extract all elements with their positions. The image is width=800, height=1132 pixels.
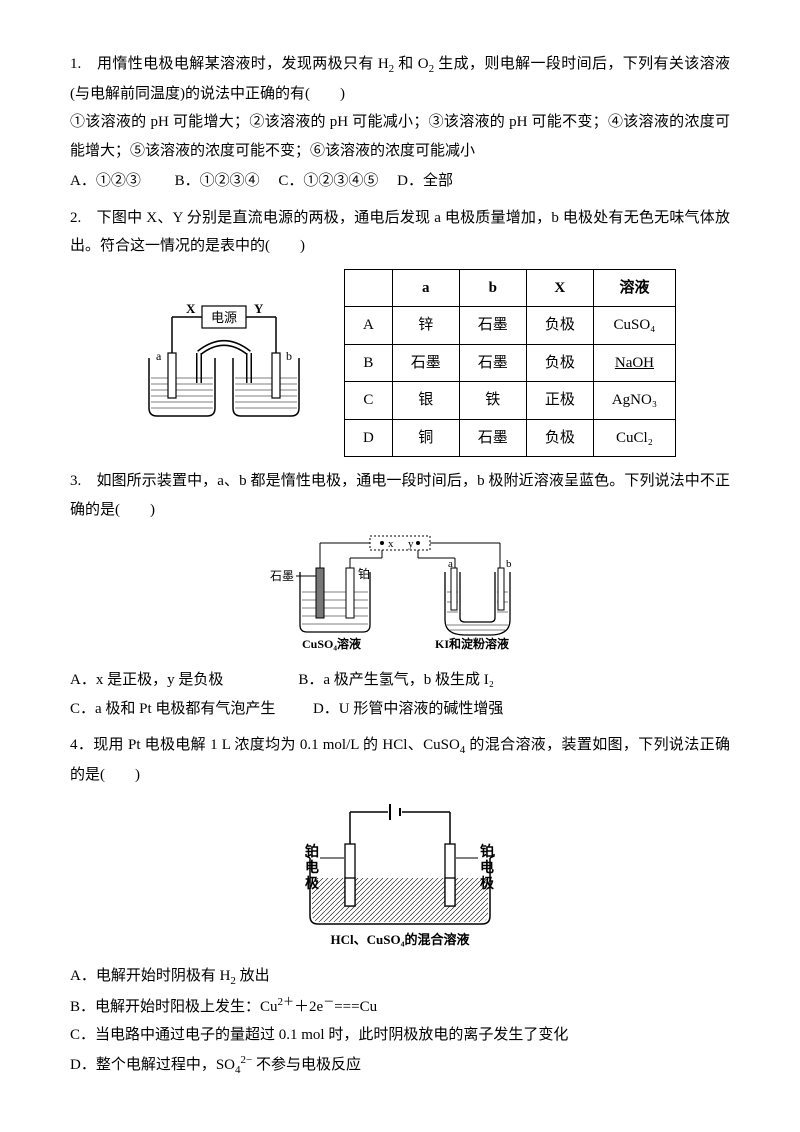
question-3: 3. 如图所示装置中，a、b 都是惰性电极，通电一段时间后，b 极附近溶液呈蓝色… — [70, 467, 730, 723]
question-1: 1. 用惰性电极电解某溶液时，发现两极只有 H2 和 O2 生成，则电解一段时间… — [70, 50, 730, 196]
q4-optC[interactable]: C．当电路中通过电子的量超过 0.1 mol 时，此时阴极放电的离子发生了变化 — [70, 1021, 730, 1050]
th-a: a — [392, 269, 459, 307]
table-row[interactable]: C银铁正极AgNO₃ — [344, 382, 675, 420]
q3-stem: 3. 如图所示装置中，a、b 都是惰性电极，通电一段时间后，b 极附近溶液呈蓝色… — [70, 467, 730, 524]
table-row[interactable]: D铜石墨负极CuCl₂ — [344, 419, 675, 457]
q1-optC[interactable]: C．①②③④⑤ — [278, 173, 378, 189]
q3-optA[interactable]: A．x 是正极，y 是负极 — [70, 672, 223, 688]
beaker-left: a — [149, 349, 215, 416]
q2-table: a b X 溶液 A锌石墨负极CuSO₄ B石墨石墨负极NaOH C银铁正极Ag… — [344, 269, 676, 458]
right-sol-lbl: KI和淀粉溶液 — [435, 636, 509, 651]
left-sol-lbl: CuSO₄溶液 — [302, 636, 361, 651]
x-lbl: x — [388, 538, 394, 550]
beaker-right: b — [233, 349, 299, 416]
question-2: 2. 下图中 X、Y 分别是直流电源的两极，通电后发现 a 电极质量增加，b 电… — [70, 204, 730, 458]
b-label: b — [286, 349, 292, 363]
q1-statements: ①该溶液的 pH 可能增大；②该溶液的 pH 可能减小；③该溶液的 pH 可能不… — [70, 108, 730, 165]
power-label: 电源 — [211, 310, 237, 325]
q3-options: A．x 是正极，y 是负极 B．a 极产生氢气，b 极生成 I₂ C．a 极和 … — [70, 666, 730, 723]
table-header: a b X 溶液 — [344, 269, 675, 307]
q3-diagram-wrap: x y a b 石墨 铂 CuSO₄溶液 — [70, 530, 730, 660]
pt-lbl: 铂 — [358, 566, 370, 581]
q3-optC[interactable]: C．a 极和 Pt 电极都有气泡产生 — [70, 701, 275, 717]
x-label: X — [186, 301, 196, 316]
q4-diagram: 铂 电 极 铂 电 极 HCl、CuSO₄的混合溶液 — [250, 796, 550, 956]
table-row[interactable]: B石墨石墨负极NaOH — [344, 344, 675, 382]
a-label: a — [156, 349, 162, 363]
shimo-lbl: 石墨 — [270, 569, 294, 583]
q4-stem-a: 4．现用 Pt 电极电解 1 L 浓度均为 0.1 mol/L 的 HCl、Cu… — [70, 737, 460, 753]
q4-optA[interactable]: A．电解开始时阴极有 H2 放出 — [70, 962, 730, 992]
th-blank — [344, 269, 392, 307]
q3-diagram: x y a b 石墨 铂 CuSO₄溶液 — [250, 530, 550, 660]
q4-diagram-wrap: 铂 电 极 铂 电 极 HCl、CuSO₄的混合溶液 — [70, 796, 730, 956]
q4-stem: 4．现用 Pt 电极电解 1 L 浓度均为 0.1 mol/L 的 HCl、Cu… — [70, 731, 730, 789]
q4-optB[interactable]: B．电解开始时阳极上发生：Cu2＋＋2e－===Cu — [70, 992, 730, 1022]
th-sol: 溶液 — [593, 269, 675, 307]
th-x: X — [526, 269, 593, 307]
svg-text:电: 电 — [480, 859, 494, 876]
th-b: b — [459, 269, 526, 307]
q3-optD[interactable]: D．U 形管中溶液的碱性增强 — [313, 701, 503, 717]
q1-stem: 1. 用惰性电极电解某溶液时，发现两极只有 H2 和 O2 生成，则电解一段时间… — [70, 50, 730, 108]
q1-optA[interactable]: A．①②③ — [70, 173, 141, 189]
q2-stem: 2. 下图中 X、Y 分别是直流电源的两极，通电后发现 a 电极质量增加，b 电… — [70, 204, 730, 261]
table-row[interactable]: A锌石墨负极CuSO₄ — [344, 307, 675, 345]
q3-optB[interactable]: B．a 极产生氢气，b 极生成 I₂ — [298, 672, 494, 688]
q1-stem-a: 1. 用惰性电极电解某溶液时，发现两极只有 H — [70, 56, 389, 72]
q1-optD[interactable]: D．全部 — [397, 173, 453, 189]
q1-options: A．①②③ B．①②③④ C．①②③④⑤ D．全部 — [70, 167, 730, 196]
y-lbl: y — [408, 538, 414, 550]
svg-text:电: 电 — [305, 859, 319, 876]
q4-options: A．电解开始时阴极有 H2 放出 B．电解开始时阳极上发生：Cu2＋＋2e－==… — [70, 962, 730, 1081]
b-lbl: b — [506, 558, 512, 570]
q2-figure-row: 电源 X Y — [70, 269, 730, 458]
q4-optD[interactable]: D．整个电解过程中，SO42− 不参与电极反应 — [70, 1050, 730, 1081]
q1-optB[interactable]: B．①②③④ — [175, 173, 260, 189]
pt-left: 铂 — [305, 843, 319, 860]
q1-stem-b: 和 O — [394, 56, 428, 72]
question-4: 4．现用 Pt 电极电解 1 L 浓度均为 0.1 mol/L 的 HCl、Cu… — [70, 731, 730, 1080]
q2-circuit-diagram: 电源 X Y — [124, 298, 324, 428]
y-label: Y — [254, 301, 264, 316]
sol-lbl: HCl、CuSO₄的混合溶液 — [331, 932, 470, 947]
